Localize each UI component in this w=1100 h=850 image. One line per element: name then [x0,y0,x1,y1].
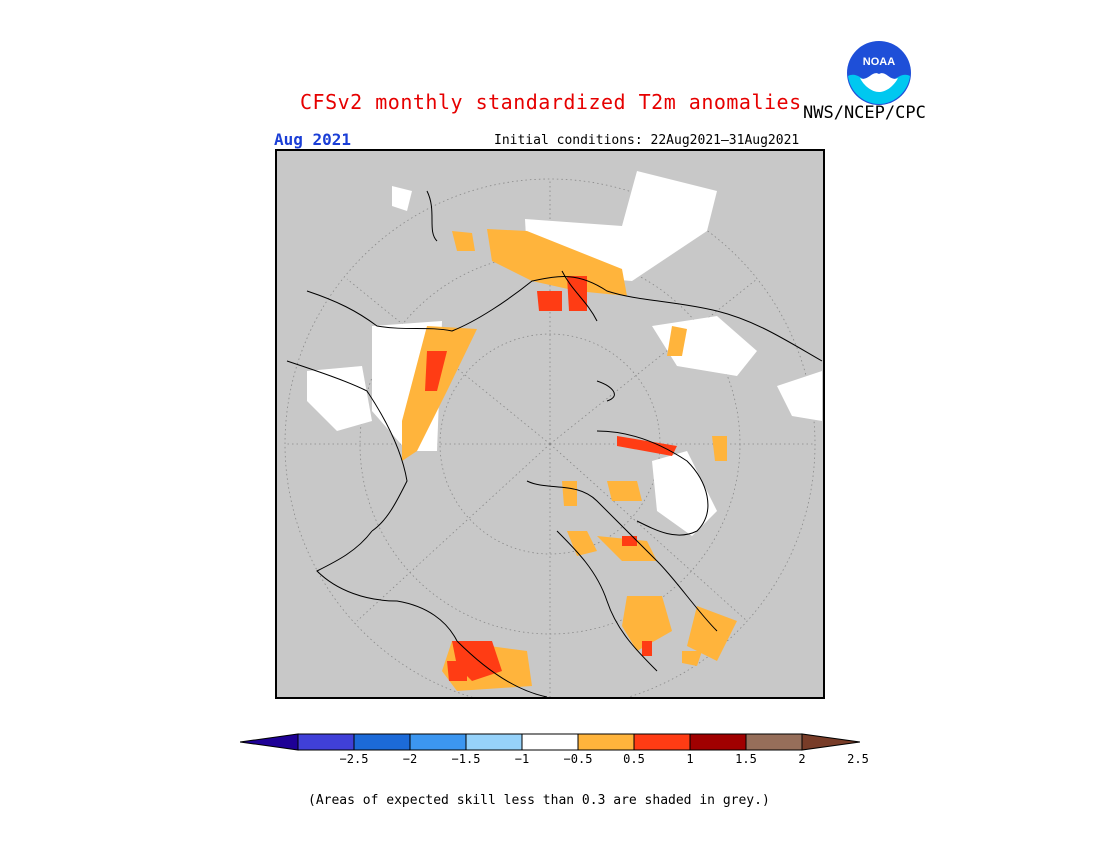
agency-label: NWS/NCEP/CPC [803,103,926,123]
colorbar-tick-label: −1 [514,752,530,766]
colorbar-swatch [689,733,747,751]
colorbar-tick-label: 1 [686,752,694,766]
colorbar-swatch [409,733,467,751]
polar-map [275,149,825,699]
colorbar-tick-label: −2.5 [339,752,369,766]
svg-text:NOAA: NOAA [863,56,895,68]
colorbar-tick-label: −2 [402,752,418,766]
footnote: (Areas of expected skill less than 0.3 a… [308,793,770,808]
noaa-logo: NOAA [846,40,912,106]
colorbar-swatch [633,733,691,751]
colorbar-tick-label: 0.5 [623,752,645,766]
colorbar-tick-label: −1.5 [451,752,481,766]
graticule [284,178,816,697]
colorbar-swatch [577,733,635,751]
initial-conditions: Initial conditions: 22Aug2021–31Aug2021 [494,133,800,148]
colorbar-swatch [353,733,411,751]
colorbar-swatch [521,733,579,751]
chart-title: CFSv2 monthly standardized T2m anomalies [300,90,802,114]
forecast-month: Aug 2021 [274,130,352,149]
colorbar-tick-label: 2.5 [847,752,869,766]
anomaly-orange [402,229,737,691]
colorbar [239,733,861,751]
colorbar-tick-label: −0.5 [563,752,593,766]
colorbar-arrow-high [801,733,861,751]
colorbar-swatch [297,733,355,751]
colorbar-swatch [465,733,523,751]
colorbar-swatch [745,733,803,751]
colorbar-arrow-low [239,733,299,751]
colorbar-tick-label: 1.5 [735,752,757,766]
coastlines [286,190,823,697]
colorbar-tick-label: 2 [798,752,806,766]
